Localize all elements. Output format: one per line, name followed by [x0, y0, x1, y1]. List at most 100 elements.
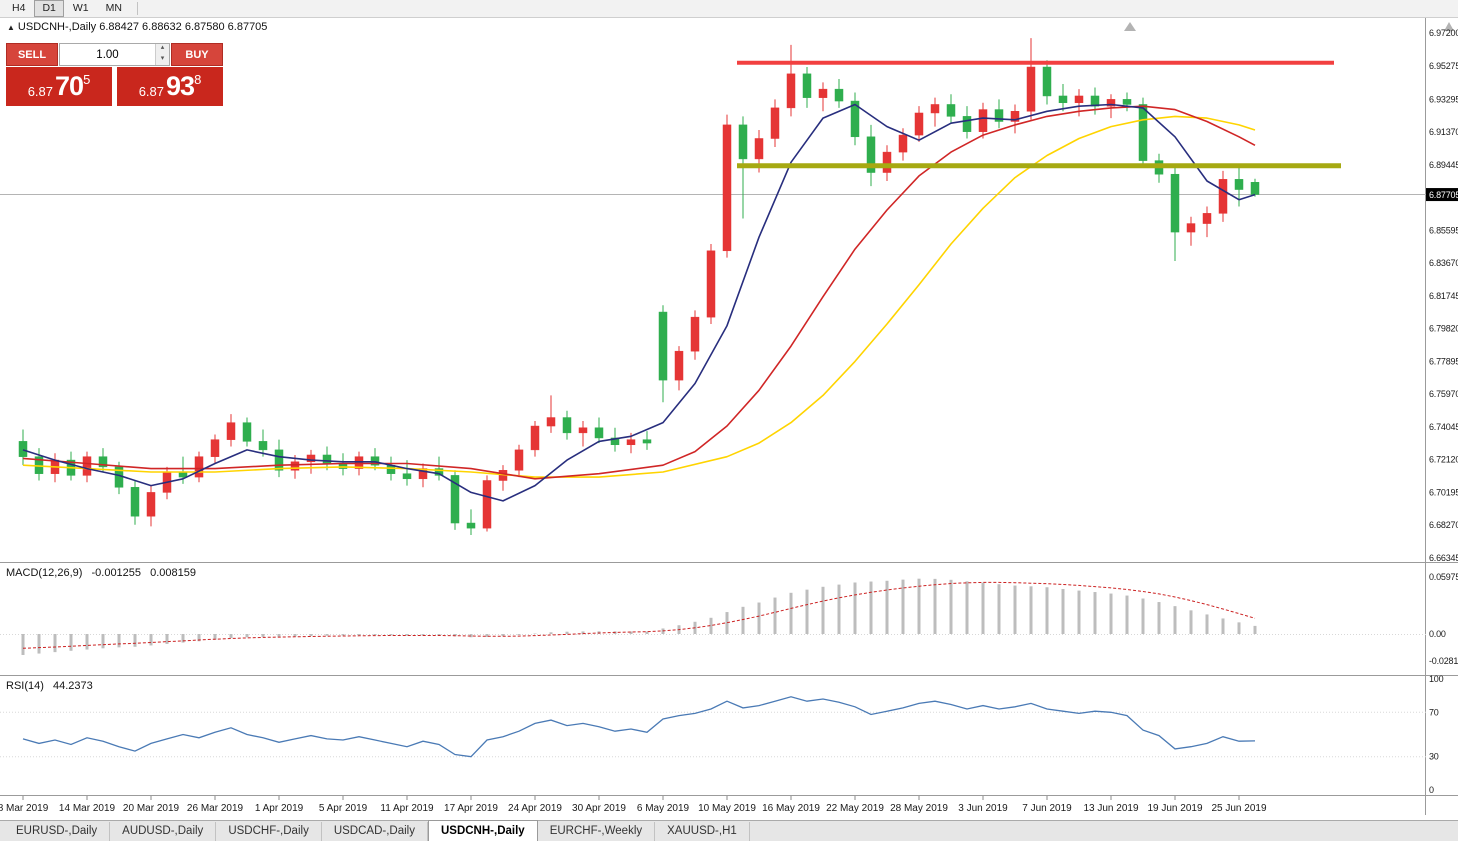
volume-decrease-icon[interactable]: ▾ [156, 54, 169, 65]
rsi-indicator-label: RSI(14) 44.2373 [6, 680, 93, 692]
date-axis[interactable]: 8 Mar 2019 14 Mar 2019 20 Mar 2019 26 Mar 2… [0, 796, 1267, 814]
candlestick-series [18, 38, 1260, 535]
svg-text:16 May 2019: 16 May 2019 [762, 803, 820, 814]
sell-button-label: SELL [17, 48, 47, 61]
macd-panel [0, 578, 1426, 655]
tab-usdchf-daily[interactable]: USDCHF-,Daily [216, 822, 322, 841]
svg-text:6.72120: 6.72120 [1429, 455, 1458, 465]
drawn-hlines[interactable] [737, 60, 1341, 169]
volume-input-group: ▴ ▾ [59, 43, 170, 66]
buy-price-main: 93 [166, 71, 195, 101]
rsi-value: 44.2373 [52, 680, 93, 692]
svg-text:11 Apr 2019: 11 Apr 2019 [380, 803, 434, 814]
sell-button[interactable]: SELL [6, 43, 58, 66]
svg-text:6.89445: 6.89445 [1429, 160, 1458, 170]
svg-text:6.77895: 6.77895 [1429, 356, 1458, 366]
chart-tabs-bar: EURUSD-,Daily AUDUSD-,Daily USDCHF-,Dail… [0, 820, 1458, 841]
tab-usdcnh-daily[interactable]: USDCNH-,Daily [427, 820, 538, 841]
buy-price-button[interactable]: 6.87 93 8 [117, 67, 223, 106]
sell-price-prefix: 6.87 [27, 84, 54, 99]
panel-separators [0, 18, 1458, 815]
svg-text:22 May 2019: 22 May 2019 [826, 803, 884, 814]
svg-text:10 May 2019: 10 May 2019 [698, 803, 756, 814]
svg-text:30: 30 [1429, 752, 1439, 762]
volume-input[interactable] [60, 44, 155, 65]
svg-text:6.83670: 6.83670 [1429, 258, 1458, 268]
scroll-to-end-icon[interactable] [1444, 22, 1454, 31]
sell-price-pip: 5 [83, 72, 91, 87]
svg-text:7 Jun 2019: 7 Jun 2019 [1022, 803, 1072, 814]
svg-text:8 Mar 2019: 8 Mar 2019 [0, 803, 49, 814]
timeframe-w1-button[interactable]: W1 [72, 2, 89, 14]
chart-shift-marker-icon[interactable] [1124, 22, 1136, 31]
svg-text:-0.02816: -0.02816 [1429, 656, 1458, 666]
timeframe-toolbar: H4 D1 W1 MN [0, 0, 1458, 18]
svg-text:3 Jun 2019: 3 Jun 2019 [958, 803, 1008, 814]
price-axis[interactable]: 6.97200 6.95275 6.93295 6.91370 6.89445 6.855… [1426, 28, 1458, 795]
svg-text:26 Mar 2019: 26 Mar 2019 [187, 803, 244, 814]
svg-text:28 May 2019: 28 May 2019 [890, 803, 948, 814]
svg-text:30 Apr 2019: 30 Apr 2019 [572, 803, 626, 814]
macd-name: MACD(12,26,9) [6, 567, 83, 579]
svg-text:1 Apr 2019: 1 Apr 2019 [255, 803, 304, 814]
svg-text:0.00: 0.00 [1429, 629, 1446, 639]
svg-text:6.97200: 6.97200 [1429, 28, 1458, 38]
svg-text:19 Jun 2019: 19 Jun 2019 [1147, 803, 1202, 814]
tab-xauusd-h1[interactable]: XAUUSD-,H1 [655, 822, 750, 841]
buy-price-prefix: 6.87 [138, 84, 165, 99]
rsi-line [22, 696, 1256, 758]
svg-text:6.75970: 6.75970 [1429, 389, 1458, 399]
svg-text:6.95275: 6.95275 [1429, 61, 1458, 71]
ma-fast-line [22, 103, 1256, 502]
buy-button[interactable]: BUY [171, 43, 223, 66]
tab-audusd-daily[interactable]: AUDUSD-,Daily [110, 822, 217, 841]
symbol-marker-icon: ▲ [7, 23, 15, 32]
macd-indicator-label: MACD(12,26,9) -0.001255 0.008159 [6, 567, 196, 579]
one-click-trading-panel: SELL ▴ ▾ BUY 6.87 70 5 6.87 93 8 [6, 43, 223, 106]
buy-price-pip: 8 [194, 72, 202, 87]
ma-slow-line [22, 115, 1256, 478]
svg-text:25 Jun 2019: 25 Jun 2019 [1211, 803, 1266, 814]
macd-signal-value: 0.008159 [150, 567, 196, 579]
volume-spinner: ▴ ▾ [155, 44, 169, 65]
svg-text:17 Apr 2019: 17 Apr 2019 [444, 803, 498, 814]
svg-text:6.70195: 6.70195 [1429, 487, 1458, 497]
svg-text:0.059758: 0.059758 [1429, 572, 1458, 582]
svg-text:20 Mar 2019: 20 Mar 2019 [123, 803, 180, 814]
macd-signal-line [22, 581, 1256, 649]
svg-text:24 Apr 2019: 24 Apr 2019 [508, 803, 562, 814]
sell-price-main: 70 [55, 71, 84, 101]
svg-text:6.85595: 6.85595 [1429, 225, 1458, 235]
tab-usdcad-daily[interactable]: USDCAD-,Daily [322, 822, 428, 841]
macd-main-value: -0.001255 [91, 567, 142, 579]
tab-eurusd-daily[interactable]: EURUSD-,Daily [4, 822, 111, 841]
sell-price-button[interactable]: 6.87 70 5 [6, 67, 112, 106]
svg-text:70: 70 [1429, 707, 1439, 717]
toolbar-separator [136, 2, 138, 15]
svg-text:6.68270: 6.68270 [1429, 520, 1458, 530]
svg-text:6.74045: 6.74045 [1429, 422, 1458, 432]
ma-mid-line [22, 105, 1256, 480]
rsi-panel [0, 696, 1426, 758]
rsi-name: RSI(14) [6, 680, 44, 692]
buy-button-label: BUY [185, 48, 209, 61]
svg-text:6.66345: 6.66345 [1429, 553, 1458, 563]
timeframe-mn-button[interactable]: MN [105, 2, 122, 14]
timeframe-d1-button[interactable]: D1 [34, 0, 64, 17]
svg-text:0: 0 [1429, 785, 1434, 795]
current-price-tag: 6.87705 [1429, 190, 1458, 200]
chart-canvas[interactable]: 6.97200 6.95275 6.93295 6.91370 6.89445 6.855… [0, 0, 1458, 820]
svg-text:100: 100 [1429, 674, 1444, 684]
svg-text:6.81745: 6.81745 [1429, 291, 1458, 301]
chart-title-row: ▲ USDCNH-,Daily 6.88427 6.88632 6.87580 6… [7, 21, 267, 33]
svg-text:13 Jun 2019: 13 Jun 2019 [1083, 803, 1138, 814]
chart-title: USDCNH-,Daily 6.88427 6.88632 6.87580 6.… [17, 21, 268, 33]
svg-text:5 Apr 2019: 5 Apr 2019 [319, 803, 368, 814]
timeframe-h4-button[interactable]: H4 [12, 2, 26, 14]
tab-eurchf-weekly[interactable]: EURCHF-,Weekly [538, 822, 656, 841]
svg-text:14 Mar 2019: 14 Mar 2019 [59, 803, 116, 814]
svg-text:6.91370: 6.91370 [1429, 127, 1458, 137]
svg-text:6.93295: 6.93295 [1429, 94, 1458, 104]
volume-increase-icon[interactable]: ▴ [156, 44, 169, 55]
